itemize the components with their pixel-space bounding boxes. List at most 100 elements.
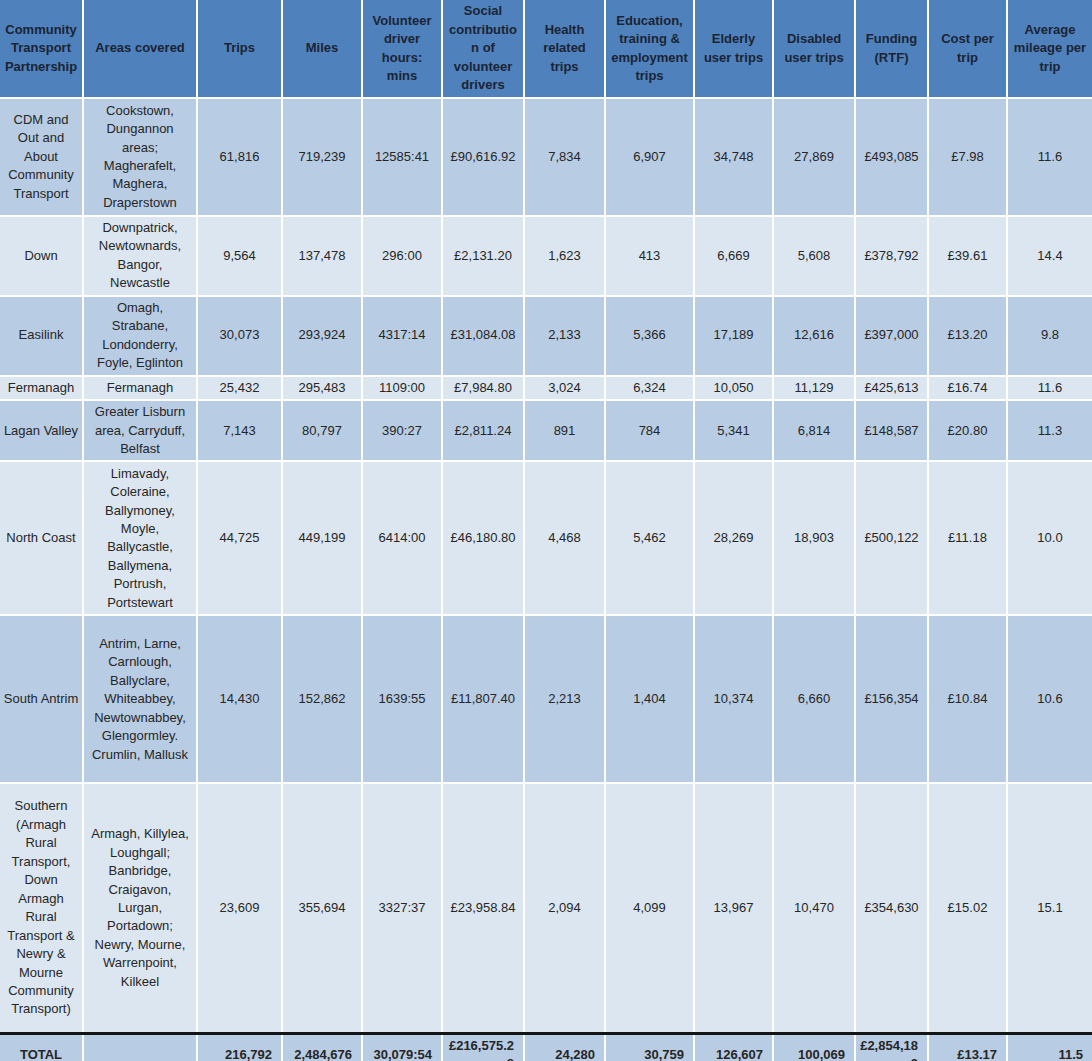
total-trips-cell: 216,792 (197, 1033, 282, 1061)
column-header-health-related-trips: Health related trips (524, 0, 605, 98)
education-trips-cell: 4,099 (605, 783, 694, 1033)
volunteer-hours-cell: 3327:37 (362, 783, 442, 1033)
volunteer-hours-cell: 6414:00 (362, 461, 442, 615)
miles-cell: 719,239 (282, 98, 362, 216)
column-header-areas-covered: Areas covered (83, 0, 197, 98)
total-avg-mileage-cell: 11.5 (1007, 1033, 1092, 1061)
elderly-trips-cell: 13,967 (694, 783, 773, 1033)
areas-covered-cell: Cookstown, Dungannon areas; Magherafelt,… (83, 98, 197, 216)
trips-cell: 9,564 (197, 216, 282, 296)
total-funding-cell: £2,854,183 (855, 1033, 928, 1061)
cost-per-trip-cell: £16.74 (928, 376, 1007, 400)
areas-covered-cell: Limavady, Coleraine, Ballymoney, Moyle, … (83, 461, 197, 615)
trips-cell: 44,725 (197, 461, 282, 615)
avg-mileage-cell: 11.6 (1007, 376, 1092, 400)
areas-covered-cell: Armagh, Killylea, Loughgall; Banbridge, … (83, 783, 197, 1033)
partnership-name-cell: Down (0, 216, 83, 296)
education-trips-cell: 5,462 (605, 461, 694, 615)
column-header-disabled-user-trips: Disabled user trips (773, 0, 855, 98)
social-contribution-cell: £23,958.84 (442, 783, 524, 1033)
social-contribution-cell: £90,616.92 (442, 98, 524, 216)
miles-cell: 152,862 (282, 615, 362, 783)
volunteer-hours-cell: 1639:55 (362, 615, 442, 783)
elderly-trips-cell: 34,748 (694, 98, 773, 216)
trips-cell: 23,609 (197, 783, 282, 1033)
elderly-trips-cell: 17,189 (694, 296, 773, 376)
health-trips-cell: 3,024 (524, 376, 605, 400)
volunteer-hours-cell: 1109:00 (362, 376, 442, 400)
social-contribution-cell: £2,811.24 (442, 400, 524, 461)
health-trips-cell: 1,623 (524, 216, 605, 296)
funding-cell: £500,122 (855, 461, 928, 615)
table-row: Lagan ValleyGreater Lisburn area, Carryd… (0, 400, 1092, 461)
table-body: CDM and Out and About Community Transpor… (0, 98, 1092, 1033)
miles-cell: 80,797 (282, 400, 362, 461)
total-social-contribution-cell: £216,575.28 (442, 1033, 524, 1061)
social-contribution-cell: £2,131.20 (442, 216, 524, 296)
table-row: North CoastLimavady, Coleraine, Ballymon… (0, 461, 1092, 615)
avg-mileage-cell: 11.6 (1007, 98, 1092, 216)
miles-cell: 137,478 (282, 216, 362, 296)
trips-cell: 30,073 (197, 296, 282, 376)
education-trips-cell: 5,366 (605, 296, 694, 376)
column-header-average-mileage-per-trip: Average mileage per trip (1007, 0, 1092, 98)
cost-per-trip-cell: £7.98 (928, 98, 1007, 216)
cost-per-trip-cell: £10.84 (928, 615, 1007, 783)
table-row: FermanaghFermanagh25,432295,4831109:00£7… (0, 376, 1092, 400)
total-health-trips-cell: 24,280 (524, 1033, 605, 1061)
health-trips-cell: 2,133 (524, 296, 605, 376)
column-header-volunteer-driver-hours-mins: Volunteer driver hours: mins (362, 0, 442, 98)
avg-mileage-cell: 11.3 (1007, 400, 1092, 461)
miles-cell: 449,199 (282, 461, 362, 615)
disabled-trips-cell: 10,470 (773, 783, 855, 1033)
partnership-name-cell: North Coast (0, 461, 83, 615)
column-header-funding-rtf: Funding (RTF) (855, 0, 928, 98)
areas-covered-cell: Fermanagh (83, 376, 197, 400)
education-trips-cell: 1,404 (605, 615, 694, 783)
column-header-community-transport-partnership: Community Transport Partnership (0, 0, 83, 98)
total-areas-covered-cell (83, 1033, 197, 1061)
cost-per-trip-cell: £39.61 (928, 216, 1007, 296)
total-label-cell: TOTAL (0, 1033, 83, 1061)
education-trips-cell: 6,324 (605, 376, 694, 400)
disabled-trips-cell: 27,869 (773, 98, 855, 216)
total-miles-cell: 2,484,676 (282, 1033, 362, 1061)
social-contribution-cell: £46,180.80 (442, 461, 524, 615)
partnership-name-cell: South Antrim (0, 615, 83, 783)
funding-cell: £425,613 (855, 376, 928, 400)
cost-per-trip-cell: £13.20 (928, 296, 1007, 376)
table-total-row: TOTAL 216,7922,484,67630,079:54£216,575.2… (0, 1033, 1092, 1061)
partnership-name-cell: Southern (Armagh Rural Transport, Down A… (0, 783, 83, 1033)
trips-cell: 14,430 (197, 615, 282, 783)
areas-covered-cell: Antrim, Larne, Carnlough, Ballyclare, Wh… (83, 615, 197, 783)
total-disabled-trips-cell: 100,069 (773, 1033, 855, 1061)
total-volunteer-hours-cell: 30,079:54 (362, 1033, 442, 1061)
column-header-elderly-user-trips: Elderly user trips (694, 0, 773, 98)
total-education-trips-cell: 30,759 (605, 1033, 694, 1061)
miles-cell: 355,694 (282, 783, 362, 1033)
table-row: Southern (Armagh Rural Transport, Down A… (0, 783, 1092, 1033)
education-trips-cell: 784 (605, 400, 694, 461)
health-trips-cell: 2,213 (524, 615, 605, 783)
cost-per-trip-cell: £15.02 (928, 783, 1007, 1033)
elderly-trips-cell: 10,374 (694, 615, 773, 783)
disabled-trips-cell: 6,660 (773, 615, 855, 783)
disabled-trips-cell: 5,608 (773, 216, 855, 296)
social-contribution-cell: £31,084.08 (442, 296, 524, 376)
funding-cell: £378,792 (855, 216, 928, 296)
funding-cell: £397,000 (855, 296, 928, 376)
health-trips-cell: 891 (524, 400, 605, 461)
areas-covered-cell: Greater Lisburn area, Carryduff, Belfast (83, 400, 197, 461)
partnership-name-cell: Lagan Valley (0, 400, 83, 461)
funding-cell: £156,354 (855, 615, 928, 783)
column-header-miles: Miles (282, 0, 362, 98)
trips-cell: 61,816 (197, 98, 282, 216)
community-transport-table-wrapper: Community Transport PartnershipAreas cov… (0, 0, 1092, 1061)
column-header-education-training-employment-trips: Education, training & employment trips (605, 0, 694, 98)
cost-per-trip-cell: £20.80 (928, 400, 1007, 461)
trips-cell: 7,143 (197, 400, 282, 461)
table-header-row: Community Transport PartnershipAreas cov… (0, 0, 1092, 98)
table-row: EasilinkOmagh, Strabane, Londonderry, Fo… (0, 296, 1092, 376)
health-trips-cell: 7,834 (524, 98, 605, 216)
total-cost-per-trip-cell: £13.17 (928, 1033, 1007, 1061)
